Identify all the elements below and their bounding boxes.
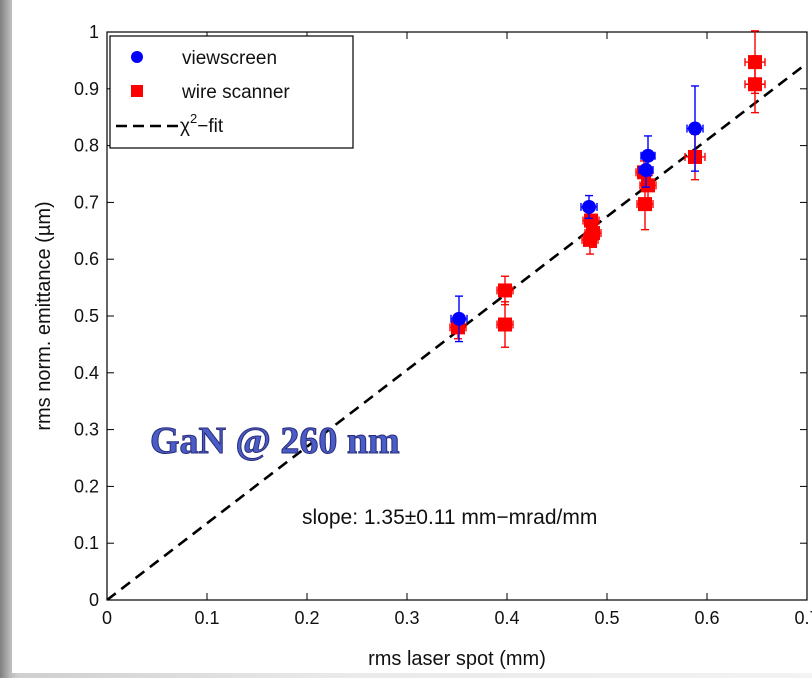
y-tick-label: 0.6 xyxy=(74,249,99,269)
y-tick-labels: 0 0.1 0.2 0.3 0.4 0.5 0.6 0.7 0.8 0.9 1 xyxy=(74,22,99,610)
y-tick-label: 0.3 xyxy=(74,420,99,440)
x-tick-label: 0.6 xyxy=(694,608,719,628)
x-tick-labels: 0 0.1 0.2 0.3 0.4 0.5 0.6 0.7 xyxy=(102,608,812,628)
wire-scanner-marker xyxy=(498,283,512,298)
x-tick-label: 0.1 xyxy=(194,608,219,628)
chart-panel: 00.10.20.30.40.50.60.7 00.10.20.30.40.50… xyxy=(12,0,812,673)
emittance-scatter-chart: 00.10.20.30.40.50.60.7 00.10.20.30.40.50… xyxy=(33,22,812,670)
y-tick-label: 0 xyxy=(89,590,99,610)
y-tick-label: 0.9 xyxy=(74,79,99,99)
y-tick-label: 0.4 xyxy=(74,363,99,383)
legend-viewscreen-marker xyxy=(131,51,143,63)
x-tick-label: 0.3 xyxy=(394,608,419,628)
x-tick-label: 0.5 xyxy=(594,608,619,628)
legend-fit-label: χ2−fit xyxy=(180,111,224,137)
y-tick-label: 0.8 xyxy=(74,136,99,156)
y-tick-label: 0.1 xyxy=(74,533,99,553)
x-tick-label: 0.7 xyxy=(794,608,812,628)
wire-scanner-point xyxy=(744,55,766,114)
wire-scanner-marker xyxy=(748,77,762,92)
x-tick-label: 0.4 xyxy=(494,608,519,628)
y-tick-label: 0.7 xyxy=(74,192,99,212)
x-tick-label: 0 xyxy=(102,608,112,628)
wire-scanner-marker xyxy=(586,226,600,241)
wire-scanner-point xyxy=(584,218,602,248)
viewscreen-marker xyxy=(641,148,655,163)
viewscreen-point xyxy=(638,152,654,188)
legend-fit-sup: 2 xyxy=(190,111,197,126)
wire-scanner-point xyxy=(496,275,514,306)
x-axis-label: rms laser spot (mm) xyxy=(368,648,546,670)
wire-scanner-marker xyxy=(638,197,652,212)
y-tick-label: 0.5 xyxy=(74,306,99,326)
y-axis-label: rms norm. emittance (µm) xyxy=(33,201,55,430)
y-tick-label: 1 xyxy=(89,22,99,42)
viewscreen-marker xyxy=(639,163,653,178)
overlay-title: GaN @ 260 nm xyxy=(150,420,400,462)
viewscreen-series xyxy=(450,85,704,343)
x-tick-label: 0.2 xyxy=(294,608,319,628)
viewscreen-marker xyxy=(688,121,702,136)
viewscreen-point xyxy=(580,194,598,220)
viewscreen-point xyxy=(686,85,704,172)
wire-scanner-marker xyxy=(584,213,598,228)
viewscreen-point xyxy=(450,295,468,343)
legend-viewscreen-label: viewscreen xyxy=(182,48,277,69)
viewscreen-marker xyxy=(452,311,466,326)
wire-scanner-marker xyxy=(498,317,512,332)
legend-wire-scanner-marker xyxy=(131,85,143,97)
legend: viewscreen wire scanner χ2−fit xyxy=(109,35,354,149)
slope-annotation: slope: 1.35±0.11 mm−mrad/mm xyxy=(302,506,597,529)
wire-scanner-marker xyxy=(641,178,655,193)
wire-scanner-point xyxy=(496,301,514,348)
legend-fit-suffix: −fit xyxy=(197,116,224,137)
wire-scanner-series xyxy=(449,30,766,348)
y-tick-label: 0.2 xyxy=(74,476,99,496)
legend-fit-chi: χ xyxy=(180,116,190,137)
legend-wire-scanner-label: wire scanner xyxy=(181,82,290,103)
legend-box xyxy=(109,35,354,149)
viewscreen-marker xyxy=(582,199,596,214)
